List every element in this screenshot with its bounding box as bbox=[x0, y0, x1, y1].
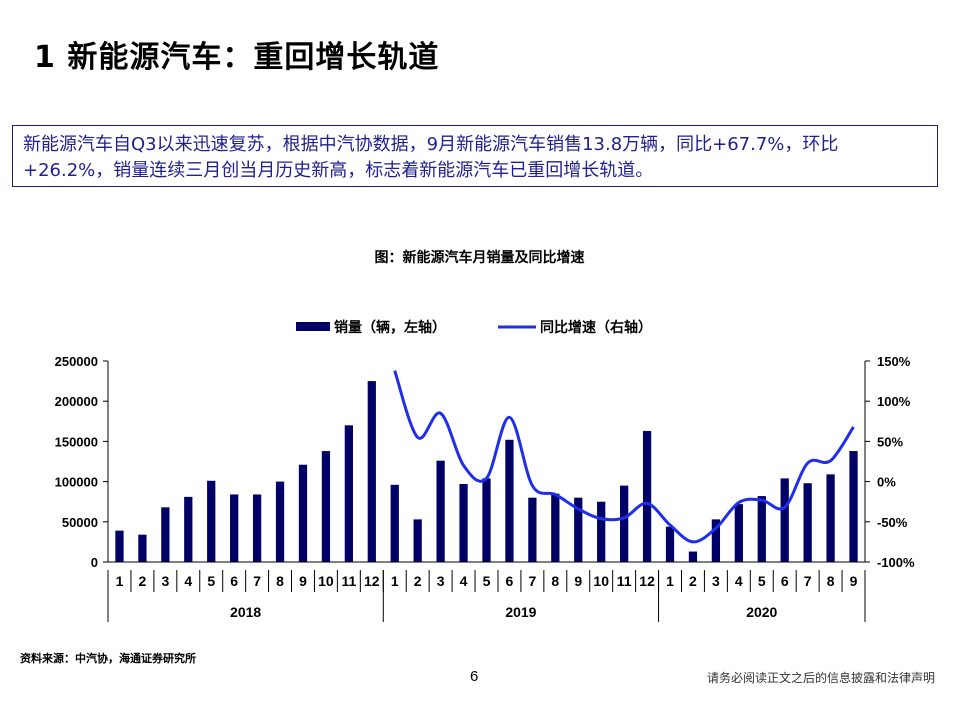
bar-sales bbox=[115, 530, 124, 562]
bar-sales bbox=[826, 474, 835, 562]
left-tick-label: 250000 bbox=[55, 354, 98, 369]
bar-sales bbox=[688, 551, 698, 562]
x-tick-label: 3 bbox=[161, 573, 169, 589]
x-tick-label: 2 bbox=[689, 573, 697, 589]
bar-sales bbox=[642, 430, 652, 562]
x-tick-label: 8 bbox=[827, 573, 835, 589]
x-tick-label: 11 bbox=[617, 573, 632, 589]
bar-sales bbox=[574, 497, 583, 562]
x-tick-label: 11 bbox=[341, 573, 356, 589]
x-tick-label: 4 bbox=[184, 573, 192, 589]
x-tick-label: 12 bbox=[639, 573, 655, 589]
bar-sales bbox=[665, 526, 675, 562]
x-tick-label: 5 bbox=[758, 573, 766, 589]
x-tick-label: 9 bbox=[299, 573, 307, 589]
right-tick-label: -50% bbox=[877, 515, 908, 530]
left-tick-label: 200000 bbox=[55, 394, 98, 409]
line-yoy-growth bbox=[393, 370, 855, 544]
bar-sales bbox=[459, 484, 468, 562]
bar-sales bbox=[436, 460, 445, 562]
bar-sales bbox=[184, 496, 193, 562]
bar-sales bbox=[344, 425, 353, 562]
bar-sales bbox=[252, 494, 262, 562]
left-tick-label: 50000 bbox=[62, 515, 98, 530]
bar-sales bbox=[551, 493, 560, 562]
x-tick-label: 2 bbox=[414, 573, 422, 589]
bar-sales bbox=[138, 534, 147, 562]
x-tick-label: 1 bbox=[391, 573, 399, 589]
bar-sales bbox=[505, 439, 514, 562]
x-tick-label: 7 bbox=[253, 573, 261, 589]
bar-sales bbox=[207, 480, 216, 562]
x-tick-label: 6 bbox=[230, 573, 238, 589]
x-tick-label: 3 bbox=[437, 573, 445, 589]
x-tick-label: 8 bbox=[551, 573, 559, 589]
x-tick-label: 10 bbox=[318, 573, 334, 589]
source-note: 资料来源：中汽协，海通证券研究所 bbox=[20, 652, 196, 665]
x-tick-label: 9 bbox=[850, 573, 858, 589]
x-tick-label: 9 bbox=[574, 573, 582, 589]
summary-box: 新能源汽车自Q3以来迅速复苏，根据中汽协数据，9月新能源汽车销售13.8万辆，同… bbox=[12, 125, 938, 187]
x-tick-label: 8 bbox=[276, 573, 284, 589]
x-tick-label: 1 bbox=[116, 573, 124, 589]
bar-sales bbox=[482, 478, 491, 562]
x-tick-label: 7 bbox=[804, 573, 812, 589]
x-tick-label: 4 bbox=[460, 573, 468, 589]
right-tick-label: 50% bbox=[877, 434, 903, 449]
group-label: 2019 bbox=[505, 604, 536, 620]
page-number: 6 bbox=[470, 668, 479, 685]
bar-sales bbox=[230, 494, 239, 562]
bar-sales bbox=[528, 497, 537, 562]
bar-sales bbox=[849, 451, 858, 562]
x-tick-label: 10 bbox=[593, 573, 609, 589]
x-tick-label: 5 bbox=[483, 573, 491, 589]
bar-sales bbox=[734, 504, 743, 562]
x-tick-label: 4 bbox=[735, 573, 743, 589]
bar-sales bbox=[780, 478, 789, 562]
x-tick-label: 6 bbox=[506, 573, 514, 589]
group-label: 2020 bbox=[746, 604, 777, 620]
bar-sales bbox=[757, 496, 766, 562]
right-tick-label: 100% bbox=[877, 394, 911, 409]
bar-sales bbox=[275, 481, 285, 562]
legend-swatch-sales bbox=[296, 322, 330, 331]
legend-label-sales: 销量（辆，左轴） bbox=[334, 319, 446, 336]
bar-sales bbox=[597, 501, 606, 562]
x-tick-label: 2 bbox=[139, 573, 147, 589]
x-tick-label: 5 bbox=[207, 573, 215, 589]
left-tick-label: 150000 bbox=[55, 434, 98, 449]
bar-sales bbox=[390, 484, 399, 562]
bar-sales bbox=[803, 483, 812, 562]
x-tick-label: 1 bbox=[666, 573, 674, 589]
right-tick-label: 0% bbox=[877, 475, 896, 490]
x-tick-label: 3 bbox=[712, 573, 720, 589]
bar-sales bbox=[367, 381, 376, 562]
chart-caption: 图：新能源汽车月销量及同比增速 bbox=[374, 250, 585, 266]
x-tick-label: 12 bbox=[364, 573, 380, 589]
right-tick-label: 150% bbox=[877, 354, 911, 369]
x-tick-label: 6 bbox=[781, 573, 789, 589]
left-tick-label: 100000 bbox=[55, 475, 98, 490]
legend-label-yoy: 同比增速（右轴） bbox=[540, 319, 652, 336]
bar-sales bbox=[161, 507, 170, 562]
disclaimer: 请务必阅读正文之后的信息披露和法律声明 bbox=[706, 671, 935, 685]
bar-sales bbox=[298, 464, 308, 562]
bar-sales bbox=[620, 485, 629, 562]
bar-sales bbox=[321, 451, 331, 562]
x-tick-label: 7 bbox=[528, 573, 536, 589]
page-title: 1 新能源汽车：重回增长轨道 bbox=[34, 40, 440, 75]
group-label: 2018 bbox=[230, 604, 261, 620]
right-tick-label: -100% bbox=[877, 555, 915, 570]
bar-sales bbox=[413, 519, 422, 562]
bar-sales bbox=[711, 519, 721, 562]
left-tick-label: 0 bbox=[91, 555, 98, 570]
